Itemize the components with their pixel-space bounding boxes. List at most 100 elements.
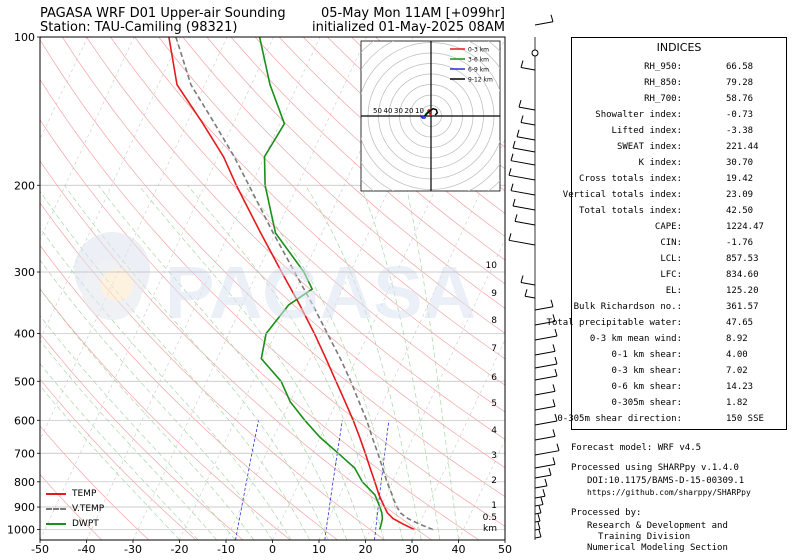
moist-adiabat <box>40 385 180 540</box>
wind-barb-staff <box>534 463 556 469</box>
hodo-trace <box>420 115 427 119</box>
index-row: Showalter index: -0.73 <box>572 110 786 122</box>
skewt-legend: TEMP V.TEMP DWPT <box>46 486 104 531</box>
isotherm-line <box>365 238 505 540</box>
wind-barb-staff <box>512 205 536 211</box>
legend-swatch-vtemp <box>46 507 66 510</box>
index-label: Cross totals index: <box>579 174 682 184</box>
index-value: 8.92 <box>726 334 748 344</box>
calm-wind-marker <box>531 49 539 57</box>
hodograph <box>361 41 500 191</box>
height-label: 6 <box>491 373 497 383</box>
index-row: LFC: 834.60 <box>572 270 786 282</box>
index-label: 0-1 km shear: <box>611 350 682 360</box>
isotherm-line <box>458 439 505 540</box>
y-tick-label: 200 <box>14 179 35 192</box>
wind-barb-flag <box>552 399 556 407</box>
wind-barb-staff <box>520 281 536 286</box>
moist-adiabat <box>40 227 292 540</box>
wind-barb-flag <box>510 153 514 161</box>
moist-adiabat <box>187 185 385 540</box>
index-label: Bulk Richardson no.: <box>573 302 682 312</box>
index-value: 23.09 <box>726 190 754 200</box>
index-row: CAPE: 1224.47 <box>572 222 786 234</box>
wind-barb-staff <box>512 147 536 153</box>
index-value: 79.28 <box>726 78 754 88</box>
x-tick-label: -20 <box>171 543 189 556</box>
legend-label-vtemp: V.TEMP <box>72 503 105 514</box>
doi-text: DOI:10.1175/BAMS-D-15-00309.1 <box>587 476 745 486</box>
dry-adiabat <box>134 37 505 386</box>
height-label: 1 <box>491 501 497 511</box>
watermark-sun <box>101 269 133 301</box>
index-row: 0-305m shear: 1.82 <box>572 398 786 410</box>
dry-adiabat <box>230 37 505 285</box>
height-label: 3 <box>491 451 497 461</box>
index-label: RH_850: <box>644 78 682 88</box>
index-value: 1.82 <box>726 398 748 408</box>
wind-barb-staff <box>534 474 552 479</box>
index-row: 0-3 km mean wind: 8.92 <box>572 334 786 346</box>
index-value: -0.73 <box>726 110 754 120</box>
skewt-chart: PAGASA1002003004005006007008009001000-50… <box>7 14 560 556</box>
station-label: Station: TAU-Camiling (98321) <box>40 20 238 35</box>
wind-barb-flag <box>554 413 558 422</box>
hodo-legend-label: 9-12 km <box>468 77 493 84</box>
profile-temp <box>168 37 415 531</box>
hodo-ring-label: 30 <box>394 107 403 115</box>
chart-title: PAGASA WRF D01 Upper-air Sounding <box>40 6 286 21</box>
dry-adiabat <box>62 37 505 469</box>
isotherm-line <box>132 37 367 540</box>
profile-dwpt <box>258 37 384 530</box>
wind-barb-staff <box>534 363 558 369</box>
wind-barb-staff <box>534 495 546 499</box>
wind-barb-flag <box>552 344 556 352</box>
wind-barb-flag <box>518 99 522 108</box>
index-value: -1.76 <box>726 238 754 248</box>
index-value: 19.42 <box>726 174 754 184</box>
x-tick-label: -10 <box>217 543 235 556</box>
wind-barb-flag <box>512 140 516 149</box>
wind-barb-flag <box>520 275 524 283</box>
wind-barb-flag <box>516 129 520 137</box>
wind-barb-flag <box>548 467 552 476</box>
x-tick-label: 50 <box>498 543 512 556</box>
x-tick-label: -50 <box>31 543 49 556</box>
index-row: Cross totals index: 19.42 <box>572 174 786 186</box>
wind-barb-flag <box>537 521 541 530</box>
dry-adiabat <box>110 37 505 413</box>
index-row: Total precipitable water: 47.65 <box>547 318 786 330</box>
wind-barb-staff <box>534 485 548 489</box>
moist-adiabat <box>360 185 441 540</box>
index-label: LCL: <box>660 254 682 264</box>
height-label: km <box>483 524 497 534</box>
wind-barb-staff <box>534 528 541 531</box>
hodo-legend-label: 0-3 km <box>468 47 489 54</box>
x-tick-label: -40 <box>78 543 96 556</box>
index-row: Vertical totals index: 23.09 <box>563 190 786 202</box>
plot-frame <box>39 36 506 541</box>
wind-barb-flag <box>554 356 558 365</box>
index-label: 0-6 km shear: <box>611 382 682 392</box>
hodo-ring-label: 40 <box>384 107 393 115</box>
wind-barb-staff <box>534 21 554 26</box>
height-label: 10 <box>486 261 498 271</box>
wind-barb-staff <box>534 350 556 356</box>
x-tick-label: 40 <box>452 543 466 556</box>
hodo-ring-label: 10 <box>415 107 424 115</box>
hodo-legend-label: 6-9 km <box>468 67 489 74</box>
dry-adiabat <box>40 473 102 540</box>
moist-adiabat <box>138 185 366 540</box>
hodo-trace <box>424 107 439 117</box>
dry-adiabat <box>254 37 505 261</box>
section-name: Numerical Modeling Section <box>587 543 728 553</box>
dry-adiabat <box>40 39 505 498</box>
index-row: K index: 30.70 <box>572 158 786 170</box>
mixing-ratio-line <box>374 420 390 540</box>
height-label: 5 <box>491 399 497 409</box>
wind-barb-flag <box>556 443 560 451</box>
wind-barb-staff <box>510 190 536 196</box>
wind-barb-staff <box>514 220 536 226</box>
wind-barb-flag <box>514 214 518 222</box>
watermark: PAGASA <box>74 232 476 334</box>
